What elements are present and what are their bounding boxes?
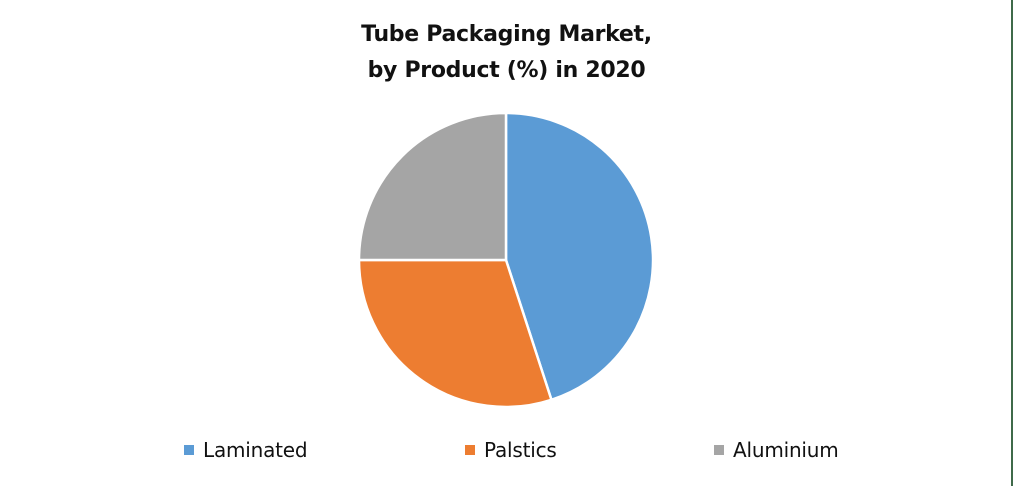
- chart-title-line-1: Tube Packaging Market,: [361, 22, 652, 47]
- pie-slice-palstics: [357, 258, 553, 409]
- legend-swatch-aluminium: [714, 445, 724, 455]
- pie-slice-aluminium: [357, 111, 508, 262]
- legend-swatch-palstics: [465, 445, 475, 455]
- legend-item-laminated: Laminated: [184, 437, 308, 463]
- legend-item-palstics: Palstics: [465, 437, 557, 463]
- legend-label-palstics: Palstics: [484, 438, 557, 462]
- legend-label-laminated: Laminated: [203, 438, 308, 462]
- chart-title-line-2: by Product (%) in 2020: [367, 58, 646, 83]
- legend-swatch-laminated: [184, 445, 194, 455]
- legend-label-aluminium: Aluminium: [733, 438, 839, 462]
- image-border: [1011, 0, 1013, 486]
- pie-slices: [357, 111, 655, 409]
- legend-item-aluminium: Aluminium: [714, 437, 839, 463]
- pie-slice-laminated: [504, 111, 655, 402]
